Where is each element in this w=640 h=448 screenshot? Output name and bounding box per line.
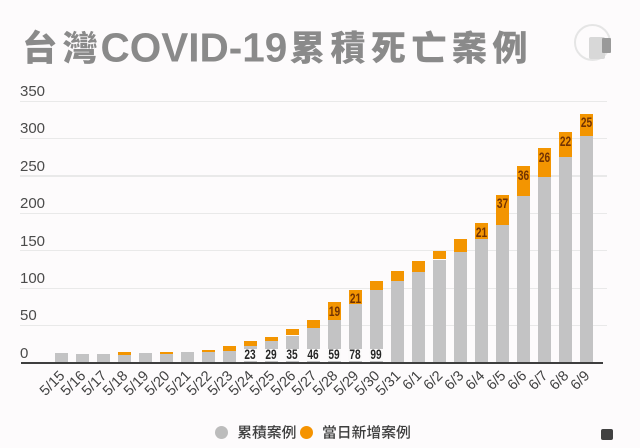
svg-text:COVID-19: COVID-19 [101, 24, 288, 70]
